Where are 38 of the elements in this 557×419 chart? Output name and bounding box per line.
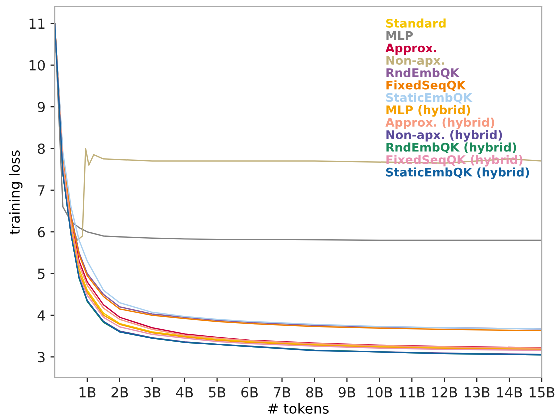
x-tick-label: 9B: [338, 387, 356, 398]
x-tick-label: 11B: [400, 387, 425, 398]
y-tick-label: 10: [30, 60, 46, 71]
x-tick-label: 7B: [274, 387, 290, 398]
x-tick-label: 1B: [80, 387, 96, 398]
x-tick-label: 6B: [242, 387, 258, 398]
text: Standard: [386, 18, 446, 28]
y-tick-label: 4: [38, 310, 46, 321]
y-tick-label: 5: [38, 268, 45, 280]
text: MLP (hybrid): [386, 105, 470, 117]
text: MLP: [386, 32, 414, 40]
text: RndEmbQK (hybrid): [386, 142, 516, 154]
text: RndEmbQK: [386, 68, 460, 79]
y-tick-label: 8: [38, 144, 46, 154]
y-tick-label: 7: [38, 186, 45, 196]
text: Approx.: [386, 44, 436, 55]
y-tick-label: 3: [38, 352, 45, 363]
x-tick-label: 8B: [306, 387, 323, 398]
x-axis-title: # tokens: [268, 403, 329, 414]
text: Approx. (hybrid): [386, 118, 494, 130]
y-tick-label: 11: [30, 18, 45, 29]
x-tick-label: 13B: [464, 387, 490, 398]
x-tick-label: 15B: [530, 387, 555, 398]
text: StaticEmbQK: [386, 93, 473, 104]
text: FixedSeqQK: [386, 80, 466, 92]
x-tick-label: 5B: [209, 387, 226, 398]
x-tick-label: 12B: [432, 387, 458, 398]
y-tick-label: 6: [38, 227, 46, 238]
text: StaticEmbQK (hybrid): [386, 168, 530, 180]
x-tick-label: 10B: [368, 387, 392, 398]
x-tick-label: 4B: [176, 387, 194, 398]
text: Non-apx.: [386, 56, 444, 68]
x-tick-label: 3B: [144, 387, 161, 398]
y-axis-title: training loss: [9, 150, 23, 235]
text: Non-apx. (hybrid): [386, 130, 502, 142]
x-tick-label: 2B: [112, 387, 128, 398]
x-tick-label: 14B: [497, 387, 522, 398]
y-tick-label: 9: [38, 102, 45, 113]
